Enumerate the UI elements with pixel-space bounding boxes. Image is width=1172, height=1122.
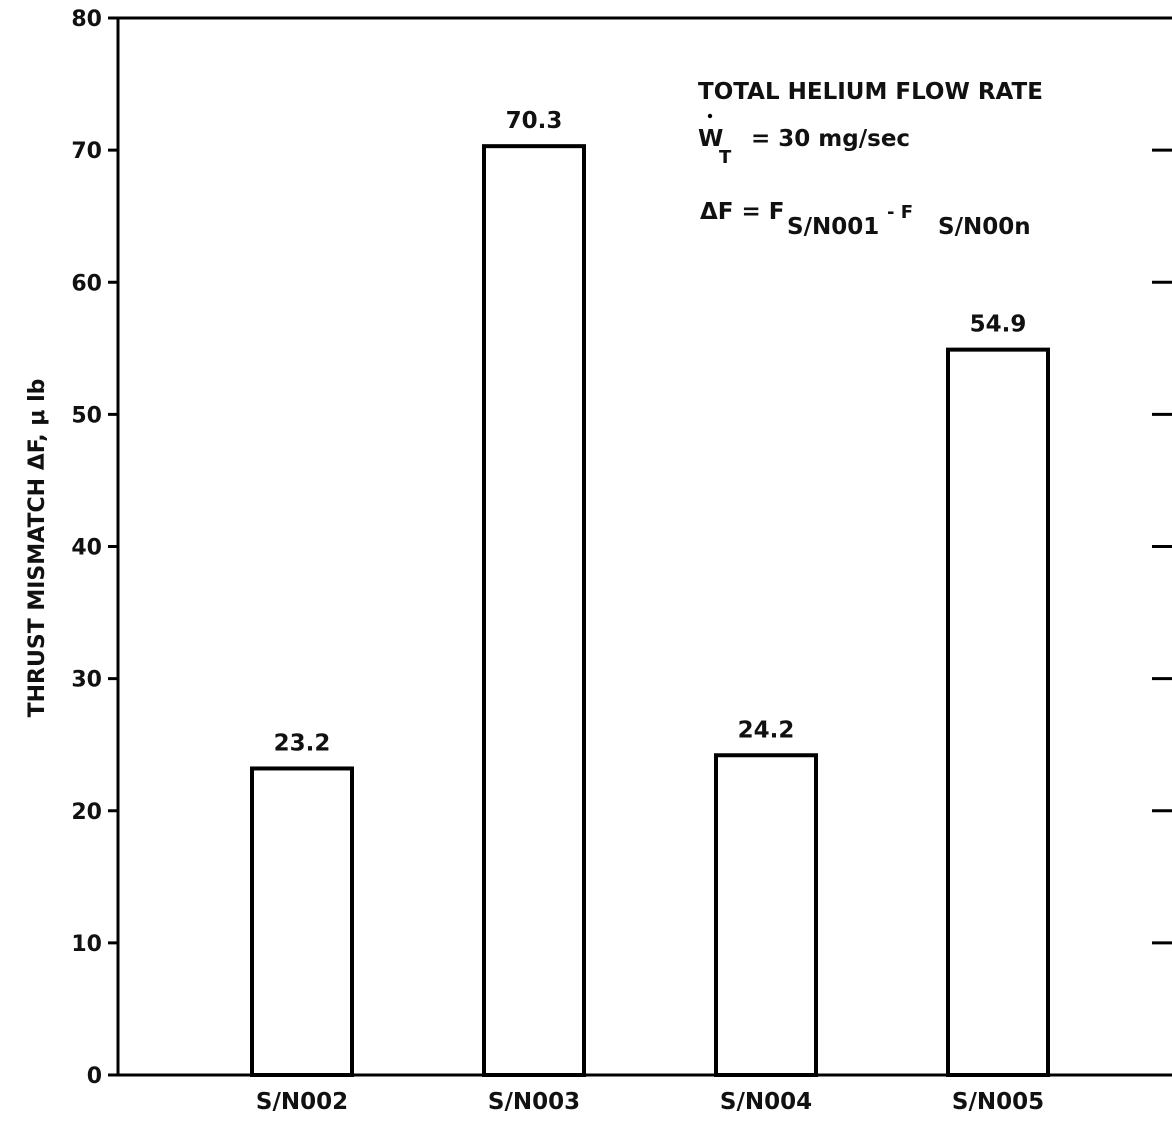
y-tick-label: 20: [71, 800, 102, 825]
y-tick-label: 0: [87, 1064, 102, 1089]
w-subscript: T: [719, 147, 732, 168]
w-value: = 30 mg/sec: [751, 126, 910, 152]
x-category-label: S/N004: [720, 1089, 812, 1115]
bar-sn005: [946, 347, 1050, 1078]
value-labels: 23.2 70.3 24.2 54.9: [274, 108, 1027, 756]
y-tick-label: 30: [71, 668, 102, 693]
y-tick-label: 50: [71, 403, 102, 428]
annotation-flow-rate-title: TOTAL HELIUM FLOW RATE: [698, 79, 1043, 105]
annotation-delta-formula: ΔF = F S/N001 - F S/N00n: [700, 199, 1031, 240]
delta-sub2: S/N00n: [938, 214, 1031, 240]
y-ticks: 0 10 20 30 40 50 60 70 80: [71, 7, 118, 1089]
annotation-flow-value: W T = 30 mg/sec: [698, 113, 910, 168]
value-label: 24.2: [738, 717, 795, 743]
annotation-block: TOTAL HELIUM FLOW RATE W T = 30 mg/sec Δ…: [698, 79, 1043, 240]
y-axis-label: THRUST MISMATCH ΔF, μ lb: [25, 379, 50, 718]
y-tick-label: 10: [71, 932, 102, 957]
bar-sn002: [250, 766, 354, 1077]
w-dot-mark: [707, 113, 713, 119]
x-category-label: S/N003: [488, 1089, 580, 1115]
delta-lhs: ΔF = F: [700, 199, 785, 225]
right-ticks: [1152, 148, 1172, 945]
y-tick-label: 60: [71, 271, 102, 296]
value-label: 54.9: [970, 312, 1027, 338]
value-label: 70.3: [506, 108, 563, 134]
y-tick-label: 40: [71, 536, 102, 561]
x-labels: S/N002 S/N003 S/N004 S/N005: [256, 1089, 1044, 1115]
y-tick-label: 80: [71, 7, 102, 32]
bar-sn004: [714, 753, 818, 1077]
delta-minus: - F: [887, 202, 913, 223]
delta-sub1: S/N001: [787, 214, 879, 240]
w-symbol: W: [698, 126, 723, 152]
x-category-label: S/N002: [256, 1089, 348, 1115]
y-tick-label: 70: [71, 139, 102, 164]
bars: [250, 144, 1050, 1078]
value-label: 23.2: [274, 730, 331, 756]
x-category-label: S/N005: [952, 1089, 1044, 1115]
bar-sn003: [482, 144, 586, 1077]
